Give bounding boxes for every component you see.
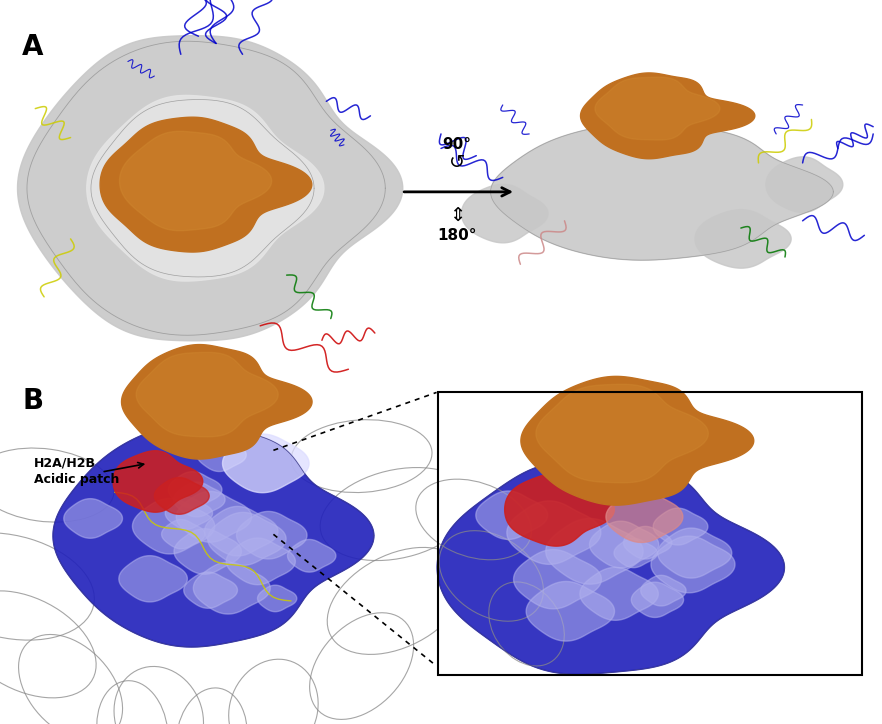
Polygon shape (513, 550, 602, 609)
Polygon shape (154, 478, 209, 514)
Text: ⇕: ⇕ (449, 206, 465, 224)
Polygon shape (640, 576, 686, 606)
Polygon shape (227, 538, 295, 585)
Polygon shape (64, 499, 123, 538)
Text: H2A/H2B: H2A/H2B (34, 457, 95, 470)
Polygon shape (475, 491, 548, 539)
Polygon shape (536, 384, 708, 483)
Text: ↺: ↺ (449, 153, 465, 172)
Polygon shape (579, 568, 658, 620)
Polygon shape (288, 539, 336, 572)
Polygon shape (658, 528, 732, 578)
Polygon shape (437, 460, 784, 674)
Polygon shape (174, 482, 225, 517)
Polygon shape (766, 157, 843, 212)
Polygon shape (165, 497, 213, 529)
Text: Acidic patch: Acidic patch (34, 473, 119, 486)
Polygon shape (136, 353, 278, 437)
Polygon shape (461, 185, 548, 243)
Polygon shape (113, 451, 203, 512)
Polygon shape (222, 434, 309, 492)
Polygon shape (490, 124, 833, 260)
Polygon shape (176, 492, 251, 542)
Polygon shape (168, 471, 222, 508)
Polygon shape (624, 526, 672, 559)
Polygon shape (132, 498, 214, 554)
Polygon shape (580, 73, 755, 159)
Polygon shape (197, 438, 246, 471)
Polygon shape (18, 35, 403, 341)
Polygon shape (651, 536, 735, 593)
Polygon shape (174, 529, 242, 574)
Polygon shape (183, 572, 237, 608)
Polygon shape (589, 521, 659, 568)
Polygon shape (258, 585, 297, 612)
Bar (438, 392, 862, 675)
Polygon shape (101, 117, 312, 252)
Polygon shape (120, 131, 272, 231)
Polygon shape (507, 501, 601, 564)
Polygon shape (161, 520, 205, 549)
Polygon shape (236, 511, 307, 559)
Polygon shape (695, 210, 791, 268)
Polygon shape (53, 424, 374, 647)
Bar (438, 392, 862, 675)
Polygon shape (595, 77, 720, 140)
Text: 90°: 90° (443, 138, 471, 152)
Polygon shape (122, 345, 312, 459)
Polygon shape (614, 539, 657, 568)
Polygon shape (205, 506, 278, 556)
Text: B: B (22, 387, 43, 416)
Polygon shape (654, 508, 708, 545)
Text: A: A (22, 33, 43, 61)
Text: 180°: 180° (437, 228, 476, 243)
Polygon shape (86, 96, 324, 281)
Polygon shape (632, 582, 684, 618)
Polygon shape (606, 491, 683, 542)
Polygon shape (521, 376, 754, 505)
Polygon shape (527, 581, 615, 641)
Polygon shape (505, 473, 614, 546)
Polygon shape (193, 562, 270, 614)
Polygon shape (119, 555, 187, 602)
Polygon shape (207, 513, 286, 565)
Polygon shape (546, 518, 643, 584)
